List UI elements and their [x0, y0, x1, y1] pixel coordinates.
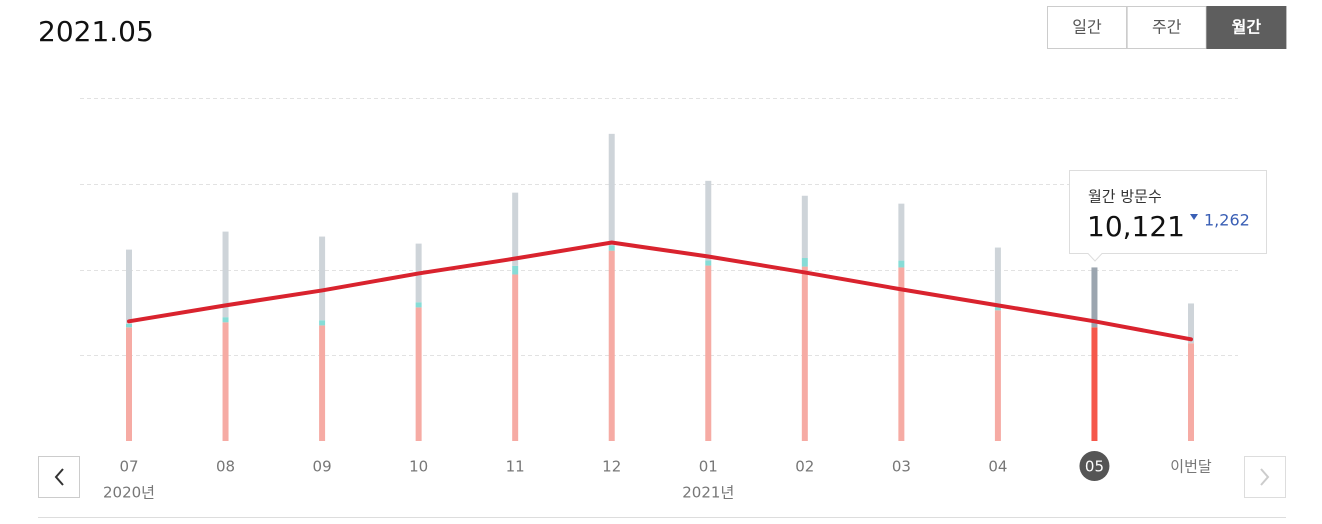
bar-segment: [1188, 343, 1194, 441]
bar-segment: [415, 307, 422, 441]
bar-segment: [512, 274, 519, 441]
tooltip-box: [1069, 170, 1267, 262]
bar-segment: [801, 266, 808, 441]
bar-segment: [994, 247, 1001, 306]
bar-segment: [415, 302, 422, 308]
year-label: 2020년: [103, 484, 155, 502]
tab[interactable]: [1126, 6, 1207, 49]
bar-segment: [126, 249, 132, 324]
x-tick-label[interactable]: 11: [506, 458, 525, 476]
bar-segment: [1091, 327, 1098, 441]
bar-segment: [608, 245, 615, 251]
tooltip-change: 1,262: [1204, 211, 1250, 230]
down-arrow: [1190, 214, 1198, 220]
bar-segment: [898, 203, 905, 261]
prev-button[interactable]: [38, 456, 80, 498]
bar-segment: [608, 133, 615, 246]
bar-segment: [994, 305, 1001, 311]
next-button[interactable]: [1244, 456, 1286, 498]
x-tick-label[interactable]: 10: [409, 458, 428, 476]
bar-segment: [222, 322, 229, 441]
bar-segment: [898, 267, 905, 441]
bar-segment: [1091, 267, 1098, 328]
x-tick-label[interactable]: 08: [216, 458, 235, 476]
x-tick-label[interactable]: 03: [892, 458, 911, 476]
trend-line: [127, 240, 1193, 342]
bar-segment: [512, 192, 519, 266]
bar-segment: [1188, 303, 1194, 344]
x-tick-label[interactable]: 05: [1085, 458, 1104, 476]
bar-segment: [994, 310, 1001, 441]
bar-segment: [126, 327, 132, 441]
bar-segment: [705, 260, 712, 266]
bar-segment: [222, 317, 229, 323]
bar-segment: [705, 265, 712, 441]
bar-segment: [319, 236, 326, 321]
x-tick-label[interactable]: 02: [795, 458, 814, 476]
bar-segment: [319, 325, 326, 441]
bar-segment: [705, 180, 712, 261]
bar-segment: [512, 265, 519, 275]
tooltip: 월간 방문수 10,121 1,262: [1069, 170, 1267, 262]
selected-marker: [1079, 451, 1110, 481]
x-tick-label[interactable]: 09: [313, 458, 332, 476]
bar-segment: [801, 258, 808, 267]
x-tick-label[interactable]: 04: [988, 458, 1007, 476]
tab[interactable]: [1047, 6, 1127, 49]
bar-segment: [126, 323, 132, 328]
x-tick-label[interactable]: 07: [119, 458, 138, 476]
tab[interactable]: [1206, 6, 1287, 49]
tooltip-value: 10,121: [1087, 210, 1185, 243]
year-label: 2021년: [682, 484, 734, 502]
bar-segment: [222, 231, 229, 318]
x-tick-label[interactable]: 01: [699, 458, 718, 476]
bar-segment: [898, 260, 905, 268]
bar-segment: [608, 250, 615, 441]
tab-label: 일간: [1072, 18, 1102, 37]
tooltip-title: 월간 방문수: [1088, 188, 1162, 206]
x-tick-label[interactable]: 12: [602, 458, 621, 476]
tab-label: 월간: [1232, 18, 1262, 37]
x-tick-label[interactable]: 이번달: [1170, 458, 1212, 476]
page-title: 2021.05: [38, 15, 154, 48]
bar-segment: [801, 195, 808, 259]
tab-label: 주간: [1152, 18, 1182, 37]
bar-segment: [319, 320, 326, 326]
